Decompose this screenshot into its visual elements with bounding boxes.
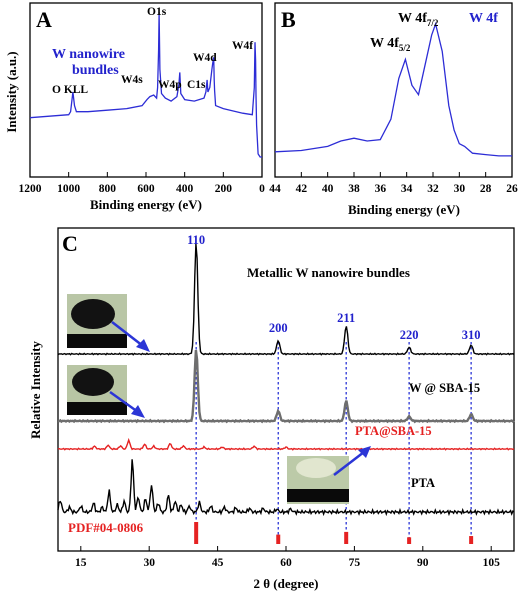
panel-a-letter: A xyxy=(36,7,52,32)
panel-c-curves xyxy=(57,243,515,517)
peak-label-w4f-5-2: W 4f5/2 xyxy=(370,36,411,53)
peak-index-211: 211 xyxy=(337,311,355,325)
annotation-o1s: O1s xyxy=(147,6,167,18)
panel-b-title: W 4f xyxy=(469,11,498,26)
panel-a-ticks: 1200 1000 800 600 400 200 0 xyxy=(19,172,265,195)
panel-b-x-tick-label-1: 42 xyxy=(296,183,308,195)
panel-c-letter: C xyxy=(62,231,78,256)
panel-b-x-tick-label-4: 36 xyxy=(375,183,387,195)
panel-c-ylabel: Relative Intensity xyxy=(28,341,43,439)
panel-b-frame xyxy=(274,2,513,178)
inset-photo-w-sba15 xyxy=(67,365,127,415)
annotation-o-kll: O KLL xyxy=(52,84,88,96)
annotation-c1s: C1s xyxy=(187,79,206,91)
reference-bar-1 xyxy=(276,534,281,544)
peak-index-310: 310 xyxy=(462,328,481,342)
peak-index-110: 110 xyxy=(187,233,205,247)
panel-b-x-tick-label-9: 26 xyxy=(506,183,518,195)
panel-b-ticks: 44 42 40 38 36 34 32 30 28 26 xyxy=(269,172,518,195)
panel-b-curve xyxy=(274,21,512,157)
curve-label-metallic-w: Metallic W nanowire bundles xyxy=(247,265,410,280)
panel-b-x-tick-label-7: 30 xyxy=(454,183,466,195)
panel-c-x-tick-label-0: 15 xyxy=(75,557,87,569)
arrow-pta-sba15 xyxy=(333,446,371,476)
panel-b: B 44 42 40 38 36 34 32 30 28 26 W 4f W 4f5/2 W 4f… xyxy=(269,2,518,217)
panel-c: C 15 30 45 60 75 90 105 110 200 211 220 310 xyxy=(28,227,515,591)
panel-b-x-tick-label-5: 34 xyxy=(401,183,413,195)
panel-a-x-tick-label-1: 1000 xyxy=(57,183,80,195)
annotation-w4f: W4f xyxy=(232,40,253,52)
panel-c-series-2 xyxy=(57,437,515,451)
inset-photo-w-nanowire xyxy=(67,294,127,348)
panel-a-xlabel: Binding energy (eV) xyxy=(90,197,202,212)
reference-bar-2 xyxy=(344,531,349,544)
panel-c-series-1 xyxy=(57,349,515,424)
panel-b-xlabel: Binding energy (eV) xyxy=(348,202,460,217)
panel-a-x-tick-label-6: 0 xyxy=(259,183,265,195)
panel-a-x-tick-label-3: 600 xyxy=(137,183,155,195)
inset-photo-pta-sba15 xyxy=(287,456,349,504)
panel-c-x-tick-label-3: 60 xyxy=(280,557,292,569)
curve-label-w-sba15: W @ SBA-15 xyxy=(409,381,480,395)
panel-a-title-line2: bundles xyxy=(72,63,119,78)
peak-label-w4f-7-2: W 4f7/2 xyxy=(398,11,439,28)
panel-a-ylabel: Intensity (a.u.) xyxy=(4,51,19,132)
peak-index-200: 200 xyxy=(269,321,288,335)
panel-b-x-tick-label-6: 32 xyxy=(427,183,439,195)
peak-index-220: 220 xyxy=(400,328,419,342)
panel-a-x-tick-label-0: 1200 xyxy=(19,183,42,195)
panel-c-x-tick-label-5: 90 xyxy=(417,557,429,569)
panel-b-x-tick-label-2: 40 xyxy=(322,183,334,195)
panel-c-guide-lines xyxy=(195,342,472,540)
annotation-w4s: W4s xyxy=(121,74,143,86)
panel-c-x-tick-label-1: 30 xyxy=(143,557,155,569)
annotation-w4d: W4d xyxy=(193,52,217,64)
panel-b-series-line xyxy=(274,21,512,157)
panel-a: A 1200 1000 800 600 400 200 0 W nanowire bundl… xyxy=(4,2,265,212)
panel-c-peak-indices: 110 200 211 220 310 xyxy=(187,233,480,342)
panel-c-series-0 xyxy=(57,243,515,356)
reference-bar-3 xyxy=(407,537,412,544)
panel-a-x-tick-label-2: 800 xyxy=(99,183,117,195)
panel-b-x-tick-label-0: 44 xyxy=(269,183,281,195)
panel-c-x-tick-label-6: 105 xyxy=(483,557,501,569)
panel-c-reference-bars xyxy=(194,522,474,544)
reference-bar-4 xyxy=(469,536,474,544)
panel-c-x-tick-label-2: 45 xyxy=(212,557,224,569)
panel-b-x-tick-label-3: 38 xyxy=(348,183,360,195)
panel-a-x-tick-label-5: 200 xyxy=(215,183,233,195)
panel-c-x-tick-label-4: 75 xyxy=(349,557,361,569)
panel-b-x-tick-label-8: 28 xyxy=(480,183,492,195)
panel-a-title-line1: W nanowire xyxy=(52,47,125,62)
curve-label-pta: PTA xyxy=(411,476,435,490)
curve-label-pta-sba15: PTA@SBA-15 xyxy=(355,424,432,438)
curve-label-pdf: PDF#04-0806 xyxy=(68,520,144,535)
reference-bar-0 xyxy=(194,522,199,544)
panel-a-x-tick-label-4: 400 xyxy=(176,183,194,195)
panel-a-series-line xyxy=(29,11,262,158)
panel-c-series-3 xyxy=(57,459,515,517)
arrow-w-nanowire xyxy=(111,321,150,352)
panel-c-xlabel: 2 θ (degree) xyxy=(253,576,318,591)
panel-b-letter: B xyxy=(281,7,296,32)
annotation-w4p: W4p xyxy=(158,79,182,91)
panel-a-curve xyxy=(29,11,262,158)
panel-c-ticks: 15 30 45 60 75 90 105 xyxy=(75,546,500,569)
arrow-w-sba15 xyxy=(109,390,145,418)
